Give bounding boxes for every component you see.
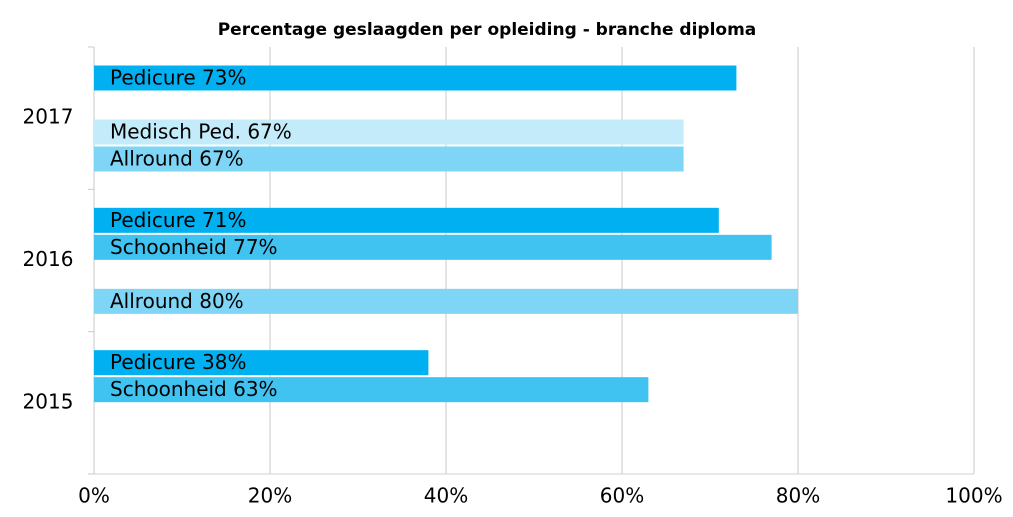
bar	[94, 146, 684, 172]
x-tick-label: 80%	[776, 484, 820, 508]
data-label: Allround 80%	[110, 289, 244, 313]
x-tick-label: 60%	[600, 484, 644, 508]
x-tick-label: 40%	[424, 484, 468, 508]
y-tick-label: 2016	[23, 247, 74, 271]
data-label: Allround 67%	[110, 147, 244, 171]
data-label: Pedicure 38%	[110, 350, 246, 374]
data-label: Medisch Ped. 67%	[110, 120, 292, 144]
data-label: Schoonheid 63%	[110, 377, 278, 401]
bar	[94, 288, 798, 314]
bar	[94, 119, 684, 145]
x-tick-label: 100%	[945, 484, 1002, 508]
data-label: Pedicure 71%	[110, 208, 246, 232]
bar	[94, 234, 772, 260]
y-tick-label: 2017	[23, 105, 74, 129]
data-label: Pedicure 73%	[110, 66, 246, 90]
bar	[94, 350, 429, 376]
data-label: Schoonheid 77%	[110, 235, 278, 259]
bar	[94, 207, 719, 233]
bar	[94, 65, 737, 91]
x-tick-label: 20%	[248, 484, 292, 508]
x-tick-label: 0%	[78, 484, 110, 508]
chart-title: Percentage geslaagden per opleiding - br…	[218, 20, 757, 40]
y-tick-label: 2015	[23, 389, 74, 413]
bar	[94, 377, 649, 403]
